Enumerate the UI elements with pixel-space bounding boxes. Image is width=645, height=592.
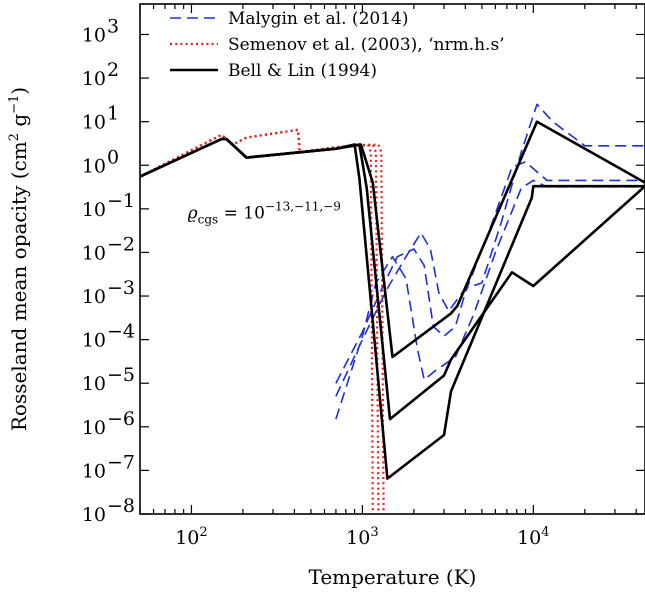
y-tick-exponent: 1 (107, 103, 119, 125)
y-axis-title: Rosseland mean opacity (cm2 g−1) (7, 87, 31, 431)
y-tick-label: 10 (82, 417, 106, 439)
y-tick-label: 10 (82, 112, 106, 134)
y-tick-label: 10 (82, 373, 106, 395)
x-tick-label: 102 (175, 525, 207, 549)
y-tick-label: 10 (82, 504, 106, 526)
y-tick-label: 10 (82, 68, 106, 90)
density-annotation: ϱcgs = 10−13,−11,−9 (188, 200, 341, 227)
x-axis-title: Temperature (K) (309, 565, 477, 589)
series-line (335, 161, 645, 384)
y-tick-exponent: 3 (107, 15, 119, 37)
legend-label: Bell & Lin (1994) (228, 61, 377, 81)
y-tick-label: 10 (82, 460, 106, 482)
y-tick-exponent: −2 (107, 233, 135, 255)
legend: Malygin et al. (2014) Semenov et al. (200… (170, 9, 505, 81)
series-layer (140, 103, 645, 514)
series-line (140, 128, 374, 514)
y-tick-label: 10 (82, 199, 106, 221)
y-tick-label: 10 (82, 24, 106, 46)
y-tick-exponent: −6 (107, 408, 135, 430)
x-tick-label: 104 (517, 525, 549, 549)
y-tick-label: 10 (82, 155, 106, 177)
y-tick-label: 10 (82, 286, 106, 308)
series-line (140, 120, 645, 359)
series-line (140, 128, 380, 514)
series-line (140, 137, 645, 480)
x-tick-label: 103 (346, 525, 378, 549)
y-tick-exponent: −1 (107, 190, 135, 212)
y-tick-exponent: −3 (107, 277, 135, 299)
legend-label: Malygin et al. (2014) (228, 9, 408, 29)
series-line (335, 103, 645, 397)
y-tick-label: 10 (82, 242, 106, 264)
y-tick-exponent: −4 (107, 321, 135, 343)
series-line (335, 179, 645, 420)
y-tick-exponent: −5 (107, 364, 135, 386)
y-tick-exponent: −8 (107, 495, 135, 517)
y-tick-label: 10 (82, 330, 106, 352)
y-tick-exponent: 2 (107, 59, 119, 81)
plot-frame (139, 3, 645, 515)
y-tick-exponent: −7 (107, 451, 135, 473)
legend-label: Semenov et al. (2003), ‘nrm.h.s’ (228, 35, 505, 55)
y-tick-exponent: 0 (107, 146, 119, 168)
series-line (140, 128, 385, 514)
